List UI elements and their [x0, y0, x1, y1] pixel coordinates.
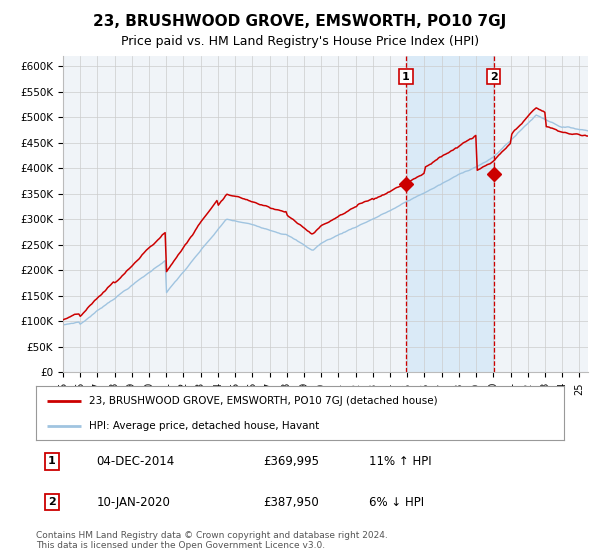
Bar	[406, 56, 494, 372]
Text: 23, BRUSHWOOD GROVE, EMSWORTH, PO10 7GJ: 23, BRUSHWOOD GROVE, EMSWORTH, PO10 7GJ	[94, 14, 506, 29]
Text: 23, BRUSHWOOD GROVE, EMSWORTH, PO10 7GJ (detached house): 23, BRUSHWOOD GROVE, EMSWORTH, PO10 7GJ …	[89, 396, 437, 407]
Text: 1: 1	[48, 456, 56, 466]
Text: Contains HM Land Registry data © Crown copyright and database right 2024.
This d: Contains HM Land Registry data © Crown c…	[36, 530, 388, 550]
Text: £369,995: £369,995	[263, 455, 319, 468]
Text: 11% ↑ HPI: 11% ↑ HPI	[368, 455, 431, 468]
Text: 1: 1	[402, 72, 410, 82]
Text: 10-JAN-2020: 10-JAN-2020	[97, 496, 170, 509]
Text: 04-DEC-2014: 04-DEC-2014	[97, 455, 175, 468]
Text: £387,950: £387,950	[263, 496, 319, 509]
Text: 2: 2	[48, 497, 56, 507]
Text: 2: 2	[490, 72, 498, 82]
Text: HPI: Average price, detached house, Havant: HPI: Average price, detached house, Hava…	[89, 421, 319, 431]
Text: 6% ↓ HPI: 6% ↓ HPI	[368, 496, 424, 509]
Text: Price paid vs. HM Land Registry's House Price Index (HPI): Price paid vs. HM Land Registry's House …	[121, 35, 479, 48]
